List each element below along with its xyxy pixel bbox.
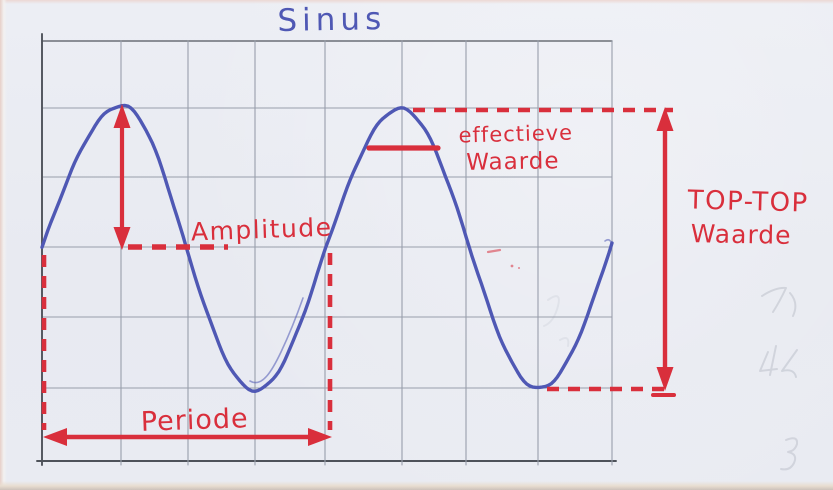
scan-edge-bottom (0, 481, 833, 490)
pencil-scribbles (543, 286, 799, 471)
scan-edge-left (0, 0, 7, 490)
amplitude-arrowhead-up (113, 104, 131, 128)
toptop-waarde-label-line1: TOP-TOP (686, 185, 809, 218)
sine-curve-end-flick (604, 239, 612, 247)
sine-curve (40, 103, 614, 393)
toptop-waarde-label-line2: Waarde (690, 219, 791, 250)
toptop-arrowhead-up (656, 107, 674, 131)
effectieve-waarde-annotation: effectieve Waarde (366, 121, 573, 176)
toptop-waarde-annotation: TOP-TOP Waarde (413, 107, 809, 397)
periode-arrowhead-left (43, 428, 67, 446)
periode-arrowhead-right (308, 428, 332, 446)
ink-speck (510, 264, 514, 268)
sine-wave (40, 103, 614, 393)
ink-speck (518, 267, 520, 269)
effectieve-waarde-label-line2: Waarde (466, 148, 560, 176)
diagram-title: Sinus (277, 1, 386, 39)
periode-label: Periode (140, 403, 249, 438)
pencil-smudge (543, 295, 570, 347)
sine-curve-retrace (249, 297, 304, 384)
pencil-mark-1 (761, 286, 797, 317)
amplitude-label: Amplitude (190, 213, 333, 247)
scan-edge-top (0, 0, 833, 4)
ink-specks (486, 248, 520, 269)
periode-annotation: Periode (41, 253, 333, 446)
amplitude-annotation: Amplitude (113, 104, 333, 250)
amplitude-arrowhead-down (113, 227, 131, 250)
pencil-mark-3 (780, 437, 799, 471)
effectieve-waarde-label-line1: effectieve (458, 121, 573, 148)
pencil-mark-2 (759, 345, 798, 378)
ink-speck-smear (486, 248, 502, 254)
toptop-arrowhead-down (656, 367, 674, 391)
